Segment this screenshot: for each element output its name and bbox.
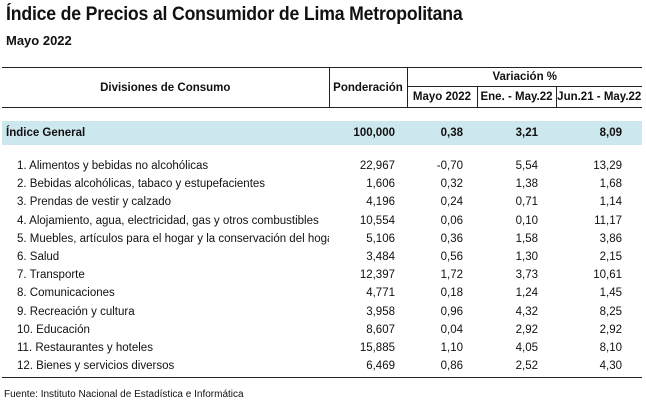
division-annual: 10,61 — [593, 269, 622, 282]
header-divisions: Divisiones de Consumo — [2, 68, 329, 108]
spacer-row — [2, 145, 642, 157]
division-ytd: 0,10 — [515, 214, 538, 227]
division-name: 9. Recreación y cultura — [17, 305, 135, 318]
division-weight: 4,196 — [366, 196, 395, 209]
division-ytd: 4,05 — [515, 341, 538, 354]
division-annual: 3,86 — [599, 232, 622, 245]
division-month: 0,96 — [440, 305, 463, 318]
division-annual: 2,15 — [599, 251, 622, 264]
division-month: 0,24 — [440, 196, 463, 209]
header-month: Mayo 2022 — [406, 86, 477, 108]
division-name: 4. Alojamiento, agua, electricidad, gas … — [17, 214, 319, 227]
division-ytd: 5,54 — [515, 160, 538, 173]
division-weight: 12,397 — [359, 269, 395, 282]
division-weight: 3,484 — [366, 251, 395, 264]
division-weight: 6,469 — [366, 360, 395, 373]
table-bottom-rule — [2, 375, 642, 379]
division-ytd: 2,52 — [515, 360, 538, 373]
division-month: 0,04 — [440, 323, 463, 336]
division-name: 10. Educación — [17, 323, 90, 336]
table-row: 7. Transporte 12,397 1,72 3,73 10,61 — [2, 266, 642, 284]
header-variation: Variación % — [406, 68, 642, 87]
header-weight: Ponderación — [328, 68, 407, 108]
division-name: 1. Alimentos y bebidas no alcohólicas — [17, 160, 209, 173]
table-row: 6. Salud 3,484 0,56 1,30 2,15 — [2, 248, 642, 266]
division-annual: 4,30 — [599, 360, 622, 373]
division-ytd: 3,73 — [515, 269, 538, 282]
division-name: 11. Restaurantes y hoteles — [17, 341, 153, 354]
division-month: 0,32 — [440, 178, 463, 191]
division-name: 3. Prendas de vestir y calzado — [17, 196, 172, 209]
source-note: Fuente: Instituto Nacional de Estadístic… — [4, 389, 244, 400]
division-annual: 2,92 — [599, 323, 622, 336]
table-row: 10. Educación 8,607 0,04 2,92 2,92 — [2, 321, 642, 339]
division-ytd: 1,38 — [515, 178, 538, 191]
table-row: 4. Alojamiento, agua, electricidad, gas … — [2, 212, 642, 230]
division-weight: 4,771 — [366, 287, 395, 300]
division-annual: 8,10 — [599, 341, 622, 354]
division-name: 2. Bebidas alcohólicas, tabaco y estupef… — [17, 178, 266, 191]
cpi-table: Divisiones de Consumo Ponderación Variac… — [2, 68, 642, 379]
division-ytd: 4,32 — [515, 305, 538, 318]
division-weight: 8,607 — [366, 323, 395, 336]
division-weight: 1,606 — [366, 178, 395, 191]
general-month: 0,38 — [407, 121, 477, 145]
page-subtitle: Mayo 2022 — [6, 33, 72, 48]
division-month: 1,72 — [440, 269, 463, 282]
table-row: 8. Comunicaciones 4,771 0,18 1,24 1,45 — [2, 284, 642, 302]
division-annual: 11,17 — [594, 214, 622, 227]
division-month: 0,06 — [440, 214, 463, 227]
division-month: 0,36 — [440, 232, 463, 245]
division-weight: 10,554 — [359, 214, 395, 227]
division-annual: 8,25 — [599, 305, 622, 318]
general-index-row: Índice General 100,000 0,38 3,21 8,09 — [2, 121, 642, 145]
division-annual: 1,14 — [599, 196, 622, 209]
general-weight: 100,000 — [329, 121, 407, 145]
division-weight: 22,967 — [359, 160, 395, 173]
table-row: 2. Bebidas alcohólicas, tabaco y estupef… — [2, 175, 642, 193]
cpi-table-container: Divisiones de Consumo Ponderación Variac… — [2, 67, 642, 379]
table-row: 5. Muebles, artículos para el hogar y la… — [2, 230, 642, 248]
table-row: 3. Prendas de vestir y calzado 4,196 0,24 0… — [2, 193, 642, 211]
division-weight: 5,106 — [366, 232, 395, 245]
general-name: Índice General — [2, 121, 329, 145]
division-name: 7. Transporte — [17, 269, 85, 282]
table-row: 9. Recreación y cultura 3,958 0,96 4,32 8,25 — [2, 303, 642, 321]
division-month: 0,56 — [440, 251, 463, 264]
division-weight: 3,958 — [366, 305, 395, 318]
division-name: 8. Comunicaciones — [17, 287, 115, 300]
division-name: 6. Salud — [17, 251, 60, 264]
general-annual: 8,09 — [556, 121, 642, 145]
header-ytd: Ene. - May.22 — [476, 86, 556, 108]
division-month: 0,18 — [440, 287, 463, 300]
division-ytd: 1,58 — [515, 232, 538, 245]
division-annual: 1,68 — [599, 178, 622, 191]
division-annual: 1,45 — [599, 287, 622, 300]
table-row: 1. Alimentos y bebidas no alcohólicas 22,… — [2, 157, 642, 175]
division-annual: 13,29 — [593, 160, 622, 173]
header-annual: Jun.21 - May.22 — [555, 86, 642, 108]
division-month: 0,86 — [440, 360, 463, 373]
division-name: 12. Bienes y servicios diversos — [17, 360, 175, 373]
table-row: 12. Bienes y servicios diversos 6,469 0,86… — [2, 357, 642, 375]
division-weight: 15,885 — [359, 341, 395, 354]
division-ytd: 1,24 — [515, 287, 538, 300]
division-month: 1,10 — [440, 341, 463, 354]
spacer-row — [2, 108, 642, 122]
division-ytd: 0,71 — [515, 196, 538, 209]
division-month: -0,70 — [436, 160, 463, 173]
division-ytd: 2,92 — [515, 323, 538, 336]
general-ytd: 3,21 — [477, 121, 556, 145]
page-title: Índice de Precios al Consumidor de Lima … — [6, 4, 463, 25]
division-ytd: 1,30 — [515, 251, 538, 264]
table-row: 11. Restaurantes y hoteles 15,885 1,10 4,05… — [2, 339, 642, 357]
division-name: 5. Muebles, artículos para el hogar y la… — [17, 232, 329, 245]
